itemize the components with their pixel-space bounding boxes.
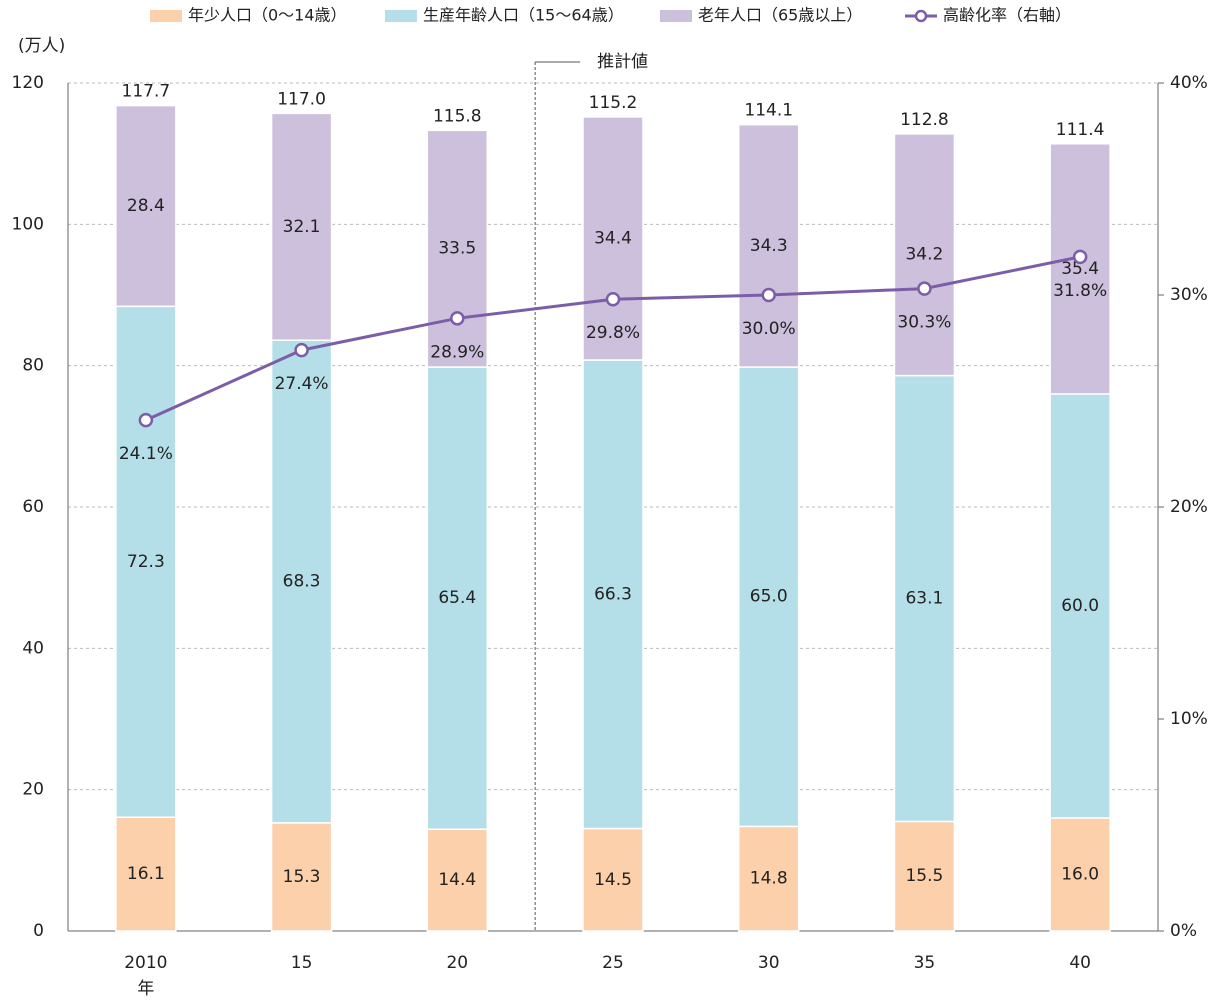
bar-segment bbox=[270, 112, 333, 341]
line-label: 30.0% bbox=[742, 319, 796, 339]
data-label: 65.4 bbox=[438, 588, 476, 608]
y-tick-label: 40 bbox=[22, 638, 44, 658]
legend-marker bbox=[914, 9, 928, 23]
bar-segment bbox=[893, 133, 956, 377]
bar-segment bbox=[582, 116, 644, 361]
data-label: 68.3 bbox=[283, 572, 321, 592]
bar-segment bbox=[426, 366, 489, 830]
bar-segment bbox=[1049, 393, 1111, 819]
bar-segment bbox=[582, 827, 644, 932]
data-label: 63.1 bbox=[905, 589, 943, 609]
total-label: 115.2 bbox=[589, 93, 638, 113]
line-point bbox=[138, 412, 154, 428]
x-tick-label: 20 bbox=[446, 953, 468, 973]
data-label: 14.4 bbox=[438, 870, 476, 890]
x-unit-label: 年 bbox=[137, 979, 154, 999]
bar-segment bbox=[582, 359, 644, 830]
x-tick-label: 30 bbox=[758, 953, 780, 973]
legend-swatch bbox=[660, 10, 692, 22]
line-point bbox=[917, 281, 932, 296]
data-label: 34.3 bbox=[750, 236, 788, 256]
data-label: 60.0 bbox=[1061, 596, 1099, 616]
legend-label: 年少人口（0〜14歳） bbox=[188, 6, 347, 25]
annotation: 推計値 bbox=[597, 52, 648, 72]
bar-segment bbox=[893, 820, 956, 932]
y2-tick-label: 40% bbox=[1170, 73, 1208, 93]
legend-label: 生産年齢人口（15〜64歳） bbox=[423, 6, 624, 25]
line-label: 28.9% bbox=[430, 342, 484, 362]
bar-segment bbox=[115, 104, 177, 308]
y-tick-label: 100 bbox=[12, 214, 44, 234]
bar-segment bbox=[270, 339, 333, 824]
data-label: 28.4 bbox=[127, 196, 165, 216]
x-tick-label: 15 bbox=[291, 953, 313, 973]
bar-segment bbox=[426, 828, 489, 932]
line-point bbox=[761, 287, 776, 303]
y-tick-label: 60 bbox=[22, 497, 44, 517]
legend-swatch bbox=[385, 10, 417, 22]
bar-segment bbox=[115, 305, 177, 818]
data-label: 15.3 bbox=[283, 867, 321, 887]
data-label: 15.5 bbox=[905, 866, 943, 886]
line-label: 24.1% bbox=[119, 444, 173, 464]
line-point bbox=[450, 311, 465, 326]
data-label: 14.5 bbox=[594, 870, 632, 890]
data-label: 66.3 bbox=[594, 584, 632, 604]
y-tick-label: 20 bbox=[22, 780, 44, 800]
data-label: 14.8 bbox=[750, 869, 788, 889]
legend-swatch bbox=[150, 10, 182, 22]
y2-tick-label: 0% bbox=[1170, 921, 1197, 941]
legend-label: 高齢化率（右軸） bbox=[943, 6, 1071, 25]
x-tick-label: 35 bbox=[914, 953, 936, 973]
total-label: 111.4 bbox=[1056, 120, 1105, 140]
y-tick-label: 80 bbox=[22, 356, 44, 376]
y2-tick-label: 30% bbox=[1170, 285, 1208, 305]
x-tick-label: 40 bbox=[1069, 953, 1091, 973]
data-label: 16.0 bbox=[1061, 864, 1099, 884]
line-label: 30.3% bbox=[897, 313, 951, 333]
x-tick-label: 2010 bbox=[124, 953, 167, 973]
y2-tick-label: 10% bbox=[1170, 709, 1208, 729]
x-tick-label: 25 bbox=[602, 953, 624, 973]
bar-segment bbox=[737, 123, 800, 368]
y-tick-label: 120 bbox=[12, 73, 44, 93]
data-label: 72.3 bbox=[127, 552, 165, 572]
line-label: 29.8% bbox=[586, 323, 640, 343]
bar-segment bbox=[737, 825, 800, 932]
data-label: 32.1 bbox=[283, 217, 321, 237]
line-label: 31.8% bbox=[1053, 281, 1107, 301]
bar-segment bbox=[893, 374, 956, 823]
total-label: 117.7 bbox=[122, 82, 171, 102]
y2-tick-label: 20% bbox=[1170, 497, 1208, 517]
bar-segment bbox=[426, 129, 489, 368]
line-label: 27.4% bbox=[275, 374, 329, 394]
y-unit-label: (万人) bbox=[18, 36, 65, 56]
total-label: 115.8 bbox=[433, 106, 482, 126]
data-label: 65.0 bbox=[750, 587, 788, 607]
data-label: 34.4 bbox=[594, 228, 632, 248]
bar-segment bbox=[1049, 817, 1111, 932]
bar-segment bbox=[1049, 143, 1111, 395]
y-tick-label: 0 bbox=[33, 921, 44, 941]
bar-segment bbox=[270, 822, 333, 932]
data-label: 16.1 bbox=[127, 864, 165, 884]
line-point bbox=[1072, 249, 1088, 265]
data-label: 35.4 bbox=[1061, 259, 1099, 279]
bar-segment bbox=[737, 366, 800, 828]
line-point bbox=[294, 342, 309, 358]
total-label: 114.1 bbox=[744, 101, 793, 121]
total-label: 112.8 bbox=[900, 110, 949, 130]
legend-label: 老年人口（65歳以上） bbox=[698, 6, 862, 25]
legend: 年少人口（0〜14歳） 生産年齢人口（15〜64歳） 老年人口（65歳以上） 高齢化率… bbox=[150, 6, 1071, 25]
data-label: 34.2 bbox=[905, 245, 943, 265]
data-label: 33.5 bbox=[438, 239, 476, 259]
total-label: 117.0 bbox=[277, 89, 326, 109]
line-point bbox=[605, 291, 621, 307]
bar-segment bbox=[115, 816, 177, 932]
